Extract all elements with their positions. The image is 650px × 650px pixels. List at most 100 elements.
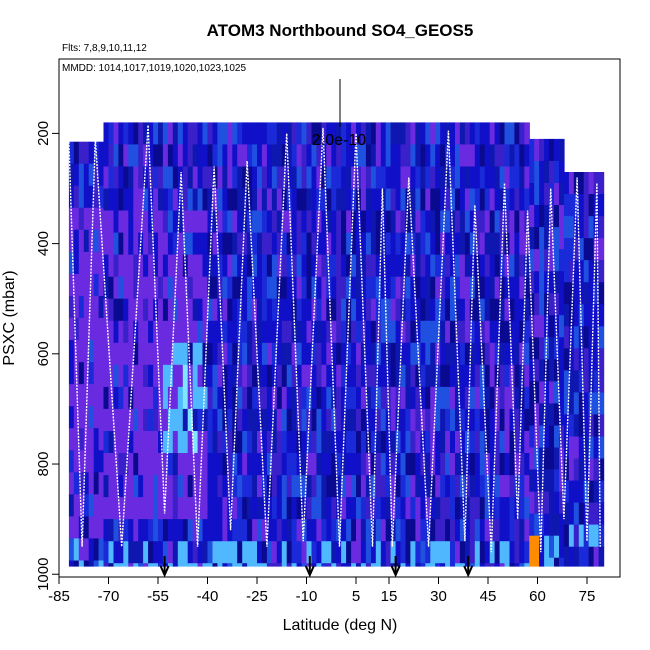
heatmap-cell: [435, 144, 441, 167]
heatmap-cell: [143, 541, 149, 564]
heatmap-cell: [514, 453, 520, 476]
heatmap-cell: [103, 386, 110, 410]
heatmap-cell: [356, 453, 362, 476]
heatmap-cell: [232, 563, 238, 567]
heatmap-cell: [118, 276, 124, 300]
heatmap-cell: [207, 386, 214, 410]
heatmap-cell: [464, 210, 471, 234]
heatmap-cell: [291, 563, 298, 567]
heatmap-cell: [469, 276, 476, 300]
x-tick-label: 60: [529, 588, 546, 605]
heatmap-cell: [445, 188, 451, 212]
heatmap-cell: [143, 386, 149, 410]
heatmap-cell: [331, 342, 337, 366]
heatmap-cell: [242, 386, 248, 410]
heatmap-cell: [559, 403, 565, 426]
heatmap-cell: [78, 384, 85, 407]
heatmap-cell: [177, 497, 184, 520]
heatmap-cell: [573, 370, 580, 393]
heatmap-cell: [450, 408, 456, 432]
heatmap-cell: [212, 144, 219, 167]
heatmap-cell: [143, 453, 149, 476]
heatmap-cell: [351, 254, 357, 278]
heatmap-cell: [306, 254, 313, 278]
heatmap-cell: [187, 298, 194, 322]
heatmap-cell: [172, 563, 179, 567]
heatmap-cell: [276, 144, 283, 167]
heatmap-cell: [474, 386, 481, 410]
heatmap-cell: [568, 436, 575, 460]
heatmap-cell: [539, 513, 545, 537]
heatmap-cell: [469, 298, 476, 322]
heatmap-cell: [390, 298, 397, 322]
heatmap-cell: [232, 232, 238, 256]
heatmap-cell: [192, 342, 199, 366]
heatmap-cell: [306, 453, 313, 476]
heatmap-cell: [172, 519, 179, 542]
heatmap-cell: [148, 276, 154, 300]
heatmap-cell: [380, 386, 387, 410]
heatmap-cell: [252, 254, 258, 278]
heatmap-cell: [568, 392, 575, 415]
heatmap-cell: [341, 276, 347, 300]
heatmap-cell: [93, 560, 100, 567]
heatmap-cell: [202, 408, 209, 432]
heatmap-cell: [232, 276, 238, 300]
heatmap-cell: [494, 298, 501, 322]
heatmap-cell: [583, 480, 590, 504]
heatmap-cell: [108, 453, 115, 476]
heatmap-cell: [405, 431, 412, 454]
heatmap-cell: [410, 232, 416, 256]
heatmap-cell: [489, 541, 496, 564]
heatmap-cell: [113, 497, 120, 520]
heatmap-cell: [435, 431, 441, 454]
heatmap-cell: [177, 408, 184, 432]
heatmap-cell: [197, 519, 204, 542]
heatmap-cell: [336, 364, 342, 388]
heatmap-cell: [514, 519, 520, 542]
heatmap-cell: [118, 342, 124, 366]
heatmap-cell: [400, 122, 407, 145]
heatmap-cell: [291, 408, 298, 432]
heatmap-cell: [261, 254, 268, 278]
heatmap-cell: [257, 475, 263, 498]
heatmap-cell: [484, 475, 491, 498]
heatmap-cell: [445, 431, 451, 454]
heatmap-cell: [128, 541, 134, 564]
heatmap-cell: [83, 229, 90, 253]
heatmap-cell: [128, 364, 134, 388]
heatmap-cell: [316, 254, 322, 278]
heatmap-cell: [534, 315, 540, 338]
heatmap-cell: [375, 386, 382, 410]
heatmap-cell: [182, 232, 189, 256]
heatmap-cell: [202, 122, 209, 145]
heatmap-cell: [479, 408, 486, 432]
heatmap-cell: [227, 364, 233, 388]
heatmap-cell: [360, 519, 367, 542]
heatmap-cell: [172, 364, 179, 388]
heatmap-cell: [232, 144, 238, 167]
heatmap-cell: [232, 475, 238, 498]
heatmap-cell: [217, 122, 223, 145]
heatmap-cell: [336, 144, 342, 167]
heatmap-cell: [326, 298, 332, 322]
heatmap-cell: [529, 271, 535, 294]
heatmap-cell: [162, 188, 169, 212]
heatmap-cell: [593, 370, 600, 393]
heatmap-cell: [207, 144, 214, 167]
heatmap-cell: [583, 282, 590, 305]
heatmap-cell: [301, 298, 308, 322]
heatmap-cell: [83, 340, 90, 363]
heatmap-cell: [410, 497, 416, 520]
heatmap-cell: [217, 364, 223, 388]
heatmap-cell: [88, 362, 95, 385]
heatmap-cell: [400, 254, 407, 278]
heatmap-cell: [450, 298, 456, 322]
heatmap-cell: [395, 144, 402, 167]
heatmap-cell: [420, 519, 426, 542]
heatmap-cell: [172, 232, 179, 256]
heatmap-cell: [395, 122, 402, 145]
heatmap-cell: [281, 519, 288, 542]
heatmap-cell: [217, 166, 223, 190]
heatmap-cell: [375, 364, 382, 388]
